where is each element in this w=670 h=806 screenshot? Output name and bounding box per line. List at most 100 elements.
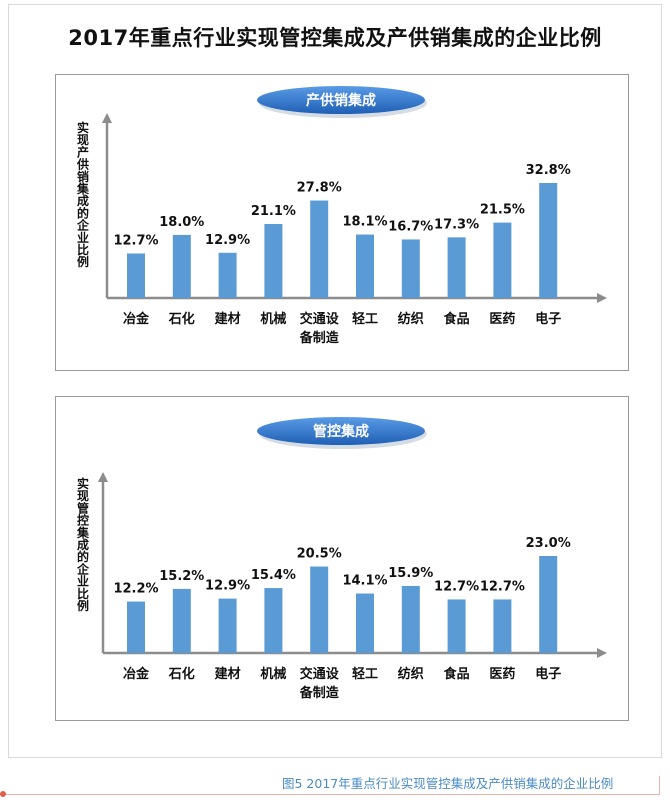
- y-axis-label-char: 业: [77, 230, 89, 245]
- chart-panel-management-control: 管控集成 实现管控集成的企业比例 12.2% 冶金 15.2% 石化 12.9% 建材 15.4…: [55, 396, 629, 721]
- bar: [127, 253, 145, 298]
- y-axis-label-char: 销: [77, 169, 89, 184]
- bar: [264, 588, 283, 653]
- y-axis-label-char: 例: [77, 598, 89, 613]
- y-axis-label-char: 的: [77, 549, 89, 564]
- data-label: 12.2%: [113, 582, 158, 597]
- x-tick-label: 交通设: [300, 666, 340, 682]
- title-pill: [257, 417, 425, 445]
- y-axis-label-char: 企: [76, 561, 90, 576]
- data-label: 14.1%: [342, 574, 387, 589]
- data-label: 12.7%: [480, 579, 525, 594]
- y-axis-label-char: 现: [77, 133, 89, 147]
- x-tick-label: 医药: [489, 666, 515, 682]
- x-tick-label: 轻工: [352, 666, 378, 682]
- x-tick-label: 交通设: [300, 311, 340, 327]
- bar: [493, 599, 512, 653]
- y-axis-label: 实现产供销集成的企业比例: [76, 120, 90, 269]
- chart-title: 产供销集成: [306, 92, 376, 109]
- figure-frame: [8, 4, 662, 758]
- bar: [539, 556, 558, 653]
- caption-corner-tick: [659, 776, 660, 794]
- supply-chain-chart: 产供销集成实现产供销集成的企业比例12.7%冶金18.0%石化12.9%建材21…: [76, 86, 607, 346]
- bar: [172, 588, 191, 653]
- y-axis-label-char: 集: [76, 181, 90, 196]
- y-axis-label-char: 现: [77, 489, 89, 503]
- x-tick-label: 石化: [168, 311, 195, 327]
- bar: [447, 599, 466, 653]
- data-label: 16.7%: [388, 219, 433, 234]
- y-axis-label-char: 业: [77, 574, 89, 589]
- x-tick-label: 备制造: [299, 685, 340, 701]
- y-axis-label-char: 产: [77, 144, 89, 159]
- title-pill: [257, 86, 425, 114]
- x-tick-label: 电子: [535, 666, 561, 682]
- bar: [356, 593, 374, 653]
- y-axis-label-char: 比: [77, 242, 89, 257]
- bar: [264, 224, 283, 298]
- y-axis-label-char: 企: [76, 218, 90, 233]
- data-label: 12.9%: [205, 233, 250, 248]
- y-axis-label-char: 的: [77, 205, 89, 220]
- caption-underline: [0, 794, 660, 795]
- y-axis-label-char: 管: [77, 500, 89, 515]
- y-axis-label-char: 供: [76, 157, 89, 172]
- data-label: 20.5%: [297, 547, 342, 562]
- bar: [218, 598, 237, 653]
- data-label: 15.2%: [159, 569, 204, 584]
- x-axis-arrow: [597, 648, 607, 658]
- y-axis-arrow: [98, 472, 108, 482]
- x-tick-label: 冶金: [123, 666, 150, 682]
- x-tick-label: 机械: [260, 666, 286, 682]
- bar: [447, 237, 466, 298]
- y-axis-label: 实现管控集成的企业比例: [76, 476, 90, 613]
- data-label: 21.1%: [251, 204, 296, 219]
- data-label: 12.7%: [113, 233, 158, 248]
- data-label: 32.8%: [526, 163, 571, 178]
- management-control-chart: 管控集成实现管控集成的企业比例12.2%冶金15.2%石化12.9%建材15.4…: [76, 417, 607, 701]
- y-axis-label-char: 实: [77, 120, 89, 135]
- bar: [356, 234, 374, 298]
- data-label: 12.9%: [205, 579, 250, 594]
- data-label: 17.3%: [434, 217, 479, 232]
- y-axis-label-char: 控: [77, 513, 89, 528]
- bar: [172, 234, 191, 298]
- x-tick-label: 冶金: [123, 311, 150, 327]
- bar: [493, 222, 512, 298]
- data-label: 21.5%: [480, 203, 525, 218]
- x-tick-label: 建材: [215, 311, 241, 327]
- x-tick-label: 食品: [444, 311, 470, 327]
- bar: [401, 239, 420, 298]
- x-tick-label: 轻工: [352, 311, 378, 327]
- data-label: 18.0%: [159, 215, 204, 230]
- y-axis-label-char: 成: [77, 537, 89, 552]
- y-axis-label-char: 比: [77, 586, 89, 601]
- y-axis-label-char: 实: [77, 476, 89, 491]
- bar: [539, 183, 558, 298]
- data-label: 23.0%: [526, 536, 571, 551]
- data-label: 15.9%: [388, 566, 433, 581]
- x-axis-arrow: [597, 293, 607, 303]
- caption-bullet-dot: [0, 791, 6, 797]
- data-label: 12.7%: [434, 579, 479, 594]
- bar: [218, 252, 237, 298]
- bar: [401, 585, 420, 653]
- x-tick-label: 机械: [260, 311, 286, 327]
- data-label: 15.4%: [251, 568, 296, 583]
- chart-panel-supply-chain: 产供销集成 实现产供销集成的企业比例 12.7% 冶金 18.0% 石化 12.9% 建材 21…: [55, 74, 629, 371]
- bar: [310, 200, 329, 298]
- x-tick-label: 石化: [168, 666, 195, 682]
- bar: [127, 601, 145, 653]
- y-axis-arrow: [102, 113, 112, 123]
- chart-title: 管控集成: [313, 423, 369, 440]
- x-tick-label: 电子: [535, 311, 561, 327]
- bar: [310, 566, 329, 653]
- y-axis-label-char: 成: [77, 193, 89, 208]
- x-tick-label: 备制造: [299, 330, 340, 346]
- figure-caption: 图5 2017年重点行业实现管控集成及产供销集成的企业比例: [282, 776, 614, 791]
- x-tick-label: 食品: [444, 666, 470, 682]
- data-label: 18.1%: [342, 215, 387, 230]
- main-title: 2017年重点行业实现管控集成及产供销集成的企业比例: [68, 26, 602, 50]
- x-tick-label: 纺织: [398, 666, 424, 682]
- y-axis-label-char: 例: [77, 254, 89, 269]
